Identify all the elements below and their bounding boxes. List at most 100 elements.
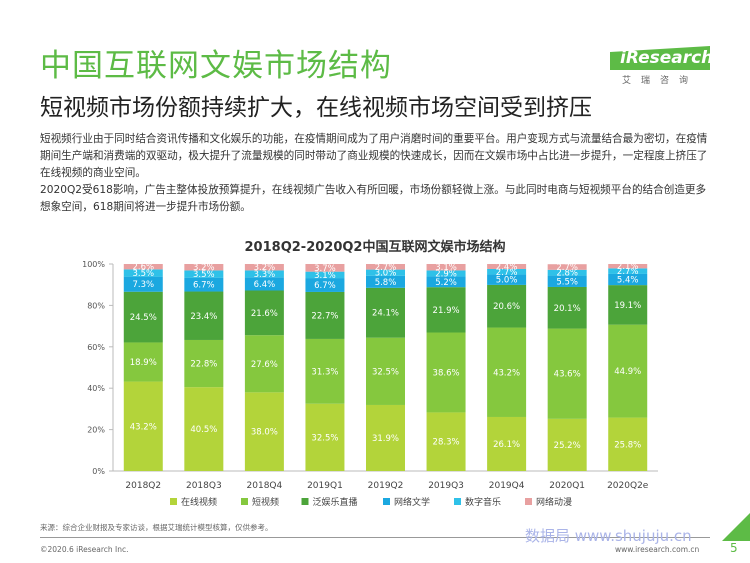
bar-segment xyxy=(487,264,527,269)
data-label: 5.2% xyxy=(435,278,457,288)
x-tick-label: 2018Q2 xyxy=(125,481,161,491)
bar-segment xyxy=(608,273,648,286)
data-label: 21.9% xyxy=(433,306,460,316)
footer-divider xyxy=(40,537,710,538)
x-tick-label: 2019Q4 xyxy=(489,481,525,491)
bar-segment xyxy=(366,337,405,405)
bar-segment xyxy=(305,403,345,471)
bar-segment xyxy=(244,290,284,336)
data-label: 2.7% xyxy=(375,263,397,273)
data-label: 43.2% xyxy=(493,368,520,378)
bar-segment xyxy=(366,264,405,270)
intro-paragraph-1: 短视频行业由于同时结合资讯传播和文化娱乐的功能，在疫情期间成为了用户消磨时间的重… xyxy=(40,133,708,179)
bar-segment xyxy=(244,335,284,393)
bar-segment xyxy=(426,412,466,471)
source-note: 来源：综合企业财报及专家访谈，根据艾瑞统计模型核算，仅供参考。 xyxy=(40,523,273,532)
data-label: 5.4% xyxy=(617,276,639,286)
data-label: 43.6% xyxy=(554,370,581,380)
page-subtitle: 短视频市场份额持续扩大，在线视频市场空间受到挤压 xyxy=(40,95,592,121)
bar-segment xyxy=(123,276,163,292)
bar-segment xyxy=(547,328,587,419)
data-label: 3.0% xyxy=(375,269,397,279)
data-label: 3.7% xyxy=(314,264,336,274)
bar-segment xyxy=(426,332,466,413)
bar-segment xyxy=(608,285,648,325)
data-label: 38.6% xyxy=(433,368,460,378)
legend-swatch xyxy=(170,498,177,505)
data-label: 3.1% xyxy=(435,263,457,273)
data-label: 31.3% xyxy=(311,367,338,377)
bar-segment xyxy=(366,269,405,276)
bar-segment xyxy=(123,342,163,382)
data-label: 2.4% xyxy=(496,262,518,272)
legend-swatch xyxy=(454,498,461,505)
legend-swatch xyxy=(383,498,390,505)
x-tick-label: 2018Q3 xyxy=(186,481,222,491)
bar-segment xyxy=(123,264,163,270)
iresearch-logo: iResearch 艾瑞咨询 xyxy=(610,46,714,86)
bar-segment xyxy=(426,276,466,288)
bar-segment xyxy=(244,277,284,291)
data-label: 2.7% xyxy=(556,263,578,273)
data-label: 32.5% xyxy=(311,433,338,443)
data-label: 22.8% xyxy=(190,360,217,370)
bar-segment xyxy=(366,404,405,471)
bar-segment xyxy=(487,268,527,275)
y-tick-label: 40% xyxy=(87,384,105,393)
bar-segment xyxy=(487,274,527,285)
logo-tagline: 艾瑞咨询 xyxy=(622,76,699,86)
x-tick-label: 2018Q4 xyxy=(247,481,283,491)
data-label: 3.5% xyxy=(132,269,154,279)
bar-segment xyxy=(184,339,224,388)
bar-segment xyxy=(426,264,466,271)
data-label: 2.9% xyxy=(435,269,457,279)
legend-label: 数字音乐 xyxy=(465,496,501,508)
data-label: 6.4% xyxy=(254,280,276,290)
bar-segment xyxy=(184,277,224,292)
data-label: 24.1% xyxy=(372,309,399,319)
watermark: 数据局 www.shujuju.cn xyxy=(525,527,692,545)
data-label: 5.5% xyxy=(556,277,578,287)
bar-segment xyxy=(184,291,224,340)
bar-segment xyxy=(547,286,587,329)
data-label: 24.5% xyxy=(130,313,157,323)
data-label: 2.7% xyxy=(496,268,518,278)
bar-segment xyxy=(547,275,587,287)
bar-segment xyxy=(426,287,466,333)
x-tick-label: 2019Q1 xyxy=(307,481,343,491)
website-link[interactable]: www.iresearch.com.cn xyxy=(615,545,700,554)
data-label: 3.2% xyxy=(254,263,276,273)
bar-segment xyxy=(244,392,284,471)
y-tick-label: 0% xyxy=(92,467,105,476)
bar-segment xyxy=(244,270,284,278)
bar-segment xyxy=(487,284,527,328)
data-label: 3.1% xyxy=(314,271,336,281)
data-label: 40.5% xyxy=(190,425,217,435)
bar-segment xyxy=(487,327,527,417)
logo-brand: iResearch xyxy=(620,48,714,68)
bar-segment xyxy=(547,264,587,270)
data-label: 21.6% xyxy=(251,309,278,319)
data-label: 28.3% xyxy=(433,438,460,448)
legend-swatch xyxy=(525,498,532,505)
data-label: 22.7% xyxy=(311,311,338,321)
bar-segment xyxy=(608,417,648,471)
data-label: 3.2% xyxy=(193,263,215,273)
bar-segment xyxy=(305,291,345,339)
bar-segment xyxy=(608,268,648,274)
bar-segment xyxy=(547,418,587,471)
page-title: 中国互联网文娱市场结构 xyxy=(40,48,392,84)
x-tick-label: 2019Q3 xyxy=(428,481,464,491)
bar-segment xyxy=(547,269,587,276)
legend-swatch xyxy=(301,498,309,505)
data-label: 19.1% xyxy=(614,301,641,311)
data-label: 20.6% xyxy=(493,302,520,312)
data-label: 27.6% xyxy=(251,360,278,370)
data-label: 25.2% xyxy=(554,441,581,451)
bar-segment xyxy=(305,271,345,279)
bar-segment xyxy=(123,381,163,471)
stacked-bar-chart: 0%20%40%60%80%100%43.2%18.9%24.5%7.3%3.5… xyxy=(82,260,658,508)
data-label: 3.3% xyxy=(254,270,276,280)
data-label: 44.9% xyxy=(614,367,641,377)
bar-segment xyxy=(184,387,224,471)
